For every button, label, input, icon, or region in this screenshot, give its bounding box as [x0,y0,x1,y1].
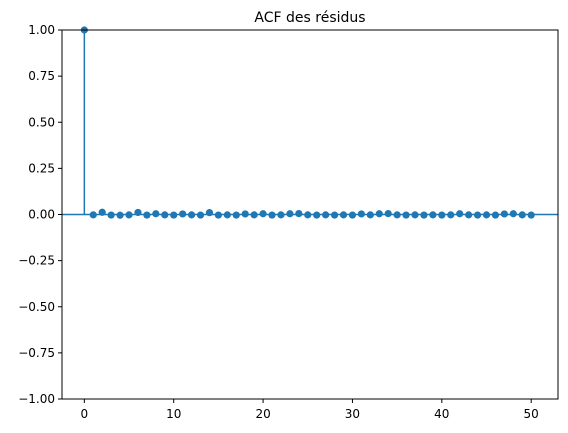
acf-point [268,211,276,219]
acf-point [384,209,392,218]
y-tick-label: −1.00 [18,392,55,406]
acf-point [402,211,410,219]
acf-point [393,211,401,219]
y-tick-label: 0.00 [28,208,55,222]
x-tick-label: 30 [345,407,360,421]
y-tick-label: −0.25 [18,254,55,268]
acf-point [232,211,240,219]
acf-point [304,211,312,219]
acf-point [187,211,196,219]
acf-point [259,210,267,218]
acf-point [420,211,428,219]
y-tick-label: 0.50 [28,115,55,129]
y-tick-label: −0.50 [18,300,55,314]
acf-point [375,210,383,218]
acf-point [348,211,357,219]
acf-point [241,210,249,218]
y-axis-ticks: −1.00 −0.75 −0.50 −0.25 0.00 0.25 0.50 0.75 1.00 [18,23,62,406]
y-tick-label: 1.00 [28,23,55,37]
y-tick-label: −0.75 [18,346,55,360]
acf-point [339,211,348,219]
x-tick-label: 50 [524,407,539,421]
acf-point [313,211,321,219]
acf-point [295,209,303,218]
acf-point [277,211,285,219]
x-tick-label: 20 [255,407,270,421]
acf-point [491,211,500,219]
acf-point [456,210,464,218]
y-tick-label: 0.75 [28,69,55,83]
acf-point [214,211,222,219]
acf-point [134,208,142,217]
acf-point [509,210,517,218]
stem-lines [83,30,532,216]
acf-point [196,211,205,219]
acf-point [482,211,491,219]
acf-point [170,211,178,219]
acf-point [322,211,330,219]
acf-point [107,211,115,219]
acf-point [438,211,446,219]
acf-point [366,211,374,219]
acf-point [473,211,482,219]
chart-title: ACF des résidus [254,10,365,26]
acf-point [447,211,455,219]
acf-point [179,210,187,218]
acf-point [161,211,169,219]
acf-point [330,211,339,219]
x-tick-label: 40 [434,407,449,421]
y-tick-label: 0.25 [28,161,55,175]
acf-markers [80,26,535,219]
acf-point [125,211,133,219]
acf-point [500,210,508,218]
acf-point [116,211,124,219]
x-tick-label: 0 [81,407,89,421]
acf-point [357,210,365,218]
acf-point [411,211,419,219]
x-tick-label: 10 [166,407,181,421]
acf-point [89,211,97,219]
acf-point [518,211,526,219]
acf-point [143,211,151,219]
acf-point [205,209,214,217]
acf-point [527,211,535,219]
acf-point [223,211,231,219]
acf-point [286,210,294,218]
acf-point [98,208,106,216]
x-axis-ticks: 0 10 20 30 40 50 [81,399,539,421]
acf-point [465,211,473,219]
acf-point [152,210,160,218]
acf-point [429,211,437,219]
acf-point [250,211,258,219]
